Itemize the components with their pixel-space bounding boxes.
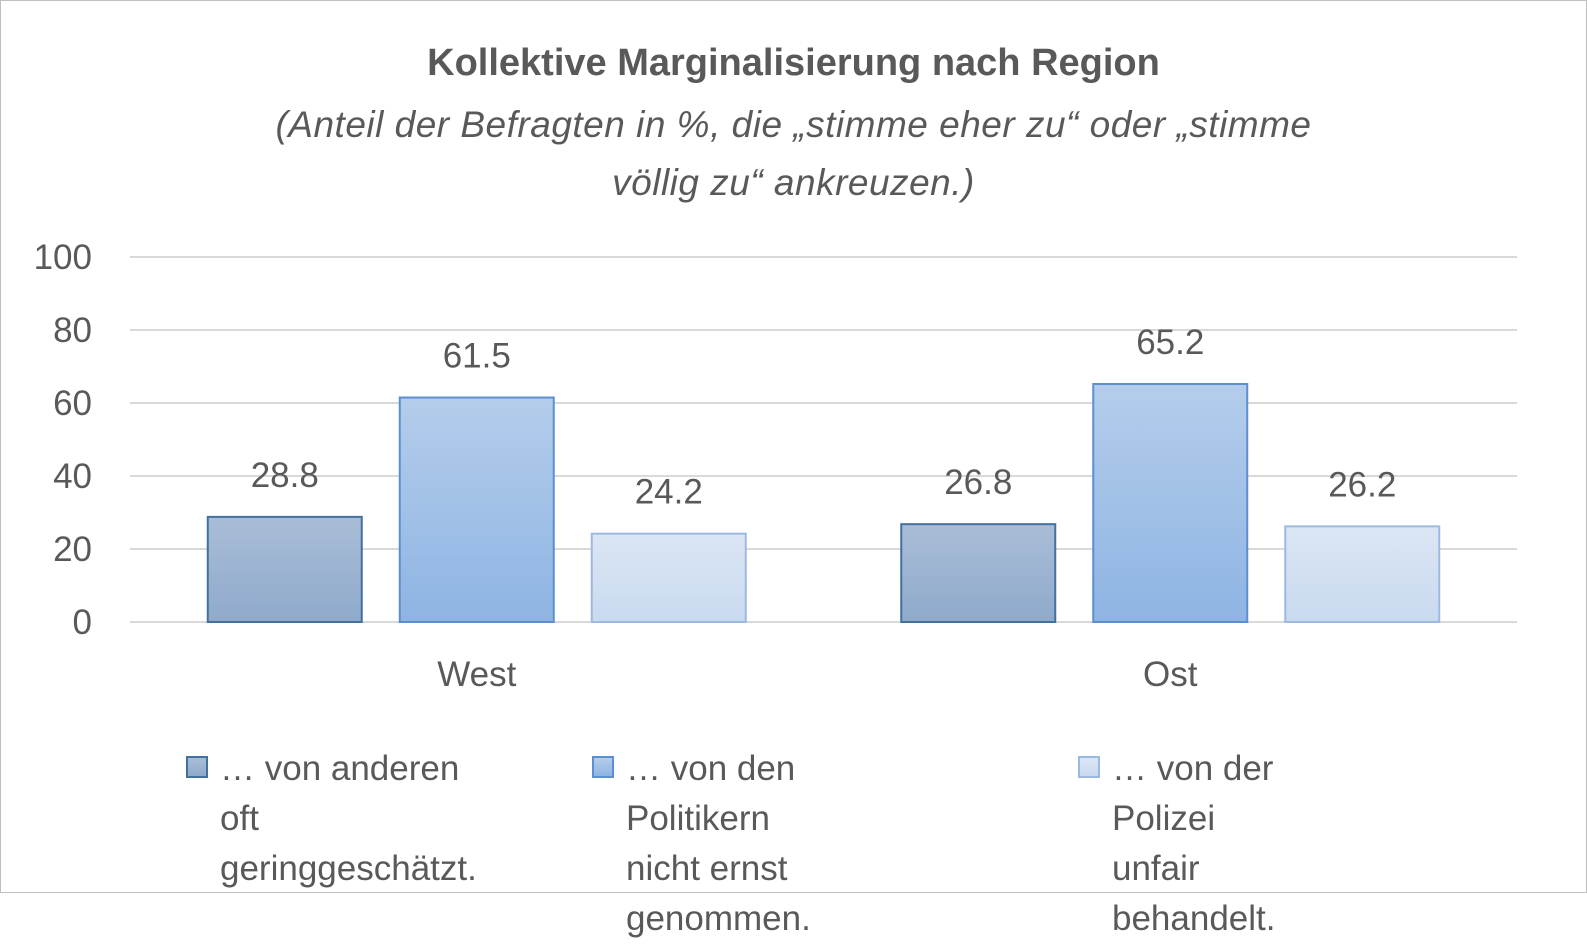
legend-label: … von anderen oft geringgeschätzt. xyxy=(220,744,477,894)
bar xyxy=(206,515,363,624)
chart-subtitle-line-2: völlig zu“ ankreuzen.) xyxy=(612,162,975,203)
chart-title: Kollektive Marginalisierung nach Region xyxy=(427,42,1160,84)
data-labels: 28.8 61.5 24.2 26.8 65.2 26.2 xyxy=(251,323,1397,512)
data-label: 28.8 xyxy=(251,456,319,495)
legend-swatch xyxy=(592,756,614,778)
data-label: 26.8 xyxy=(944,463,1012,502)
legend-swatch xyxy=(1078,756,1100,778)
x-category-label: Ost xyxy=(1143,655,1198,694)
legend-label-line-1: … von der Polizei xyxy=(1112,749,1274,838)
legend-label: … von der Polizei unfair behandelt. xyxy=(1112,744,1275,944)
y-tick-label: 80 xyxy=(53,311,92,350)
legend-label-line-1: … von anderen oft xyxy=(220,749,460,838)
data-label: 65.2 xyxy=(1136,323,1204,362)
legend-label-line-1: … von den Politikern xyxy=(626,749,796,838)
data-label: 61.5 xyxy=(443,337,511,376)
bar xyxy=(1284,525,1441,623)
bars xyxy=(206,383,1441,624)
bar xyxy=(900,523,1057,623)
bar-chart: 0 20 40 60 80 100 28.8 61.5 24.2 26.8 65.2 26.2 We… xyxy=(34,238,1517,694)
legend-label-line-2: nicht ernst genommen. xyxy=(626,849,811,938)
bar xyxy=(1092,383,1249,623)
y-tick-label: 60 xyxy=(53,384,92,423)
y-tick-label: 0 xyxy=(73,603,92,642)
data-label: 24.2 xyxy=(635,473,703,512)
bar xyxy=(398,396,555,623)
chart-subtitle: (Anteil der Befragten in %, die „stimme … xyxy=(180,96,1407,212)
legend-swatch xyxy=(186,756,208,778)
legend-label-line-2: geringgeschätzt. xyxy=(220,849,477,888)
x-axis-categories: West Ost xyxy=(437,655,1198,694)
legend-label-line-2: unfair behandelt. xyxy=(1112,849,1276,938)
x-category-label: West xyxy=(437,655,516,694)
data-label: 26.2 xyxy=(1328,465,1396,504)
y-axis-ticks: 0 20 40 60 80 100 xyxy=(34,238,92,642)
chart-frame xyxy=(0,0,1587,893)
legend: … von anderen oft geringgeschätzt. … von d… xyxy=(0,744,1587,938)
y-tick-label: 40 xyxy=(53,457,92,496)
legend-label: … von den Politikern nicht ernst genommen… xyxy=(626,744,811,944)
y-tick-label: 100 xyxy=(34,238,92,277)
y-tick-label: 20 xyxy=(53,530,92,569)
bar xyxy=(590,532,747,623)
chart-subtitle-line-1: (Anteil der Befragten in %, die „stimme … xyxy=(275,104,1312,145)
